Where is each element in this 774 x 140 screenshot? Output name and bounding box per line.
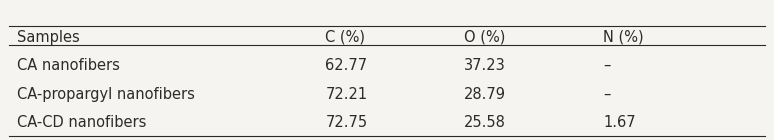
Text: 72.21: 72.21 bbox=[325, 87, 368, 102]
Text: –: – bbox=[603, 58, 611, 73]
Text: –: – bbox=[603, 87, 611, 102]
Text: 28.79: 28.79 bbox=[464, 87, 506, 102]
Text: 1.67: 1.67 bbox=[603, 115, 635, 130]
Text: C (%): C (%) bbox=[325, 30, 365, 45]
Text: O (%): O (%) bbox=[464, 30, 505, 45]
Text: 62.77: 62.77 bbox=[325, 58, 368, 73]
Text: 72.75: 72.75 bbox=[325, 115, 368, 130]
Text: N (%): N (%) bbox=[603, 30, 643, 45]
Text: Samples: Samples bbox=[17, 30, 80, 45]
Text: CA nanofibers: CA nanofibers bbox=[17, 58, 120, 73]
Text: CA-propargyl nanofibers: CA-propargyl nanofibers bbox=[17, 87, 195, 102]
Text: CA-CD nanofibers: CA-CD nanofibers bbox=[17, 115, 146, 130]
Text: 37.23: 37.23 bbox=[464, 58, 506, 73]
Text: 25.58: 25.58 bbox=[464, 115, 506, 130]
